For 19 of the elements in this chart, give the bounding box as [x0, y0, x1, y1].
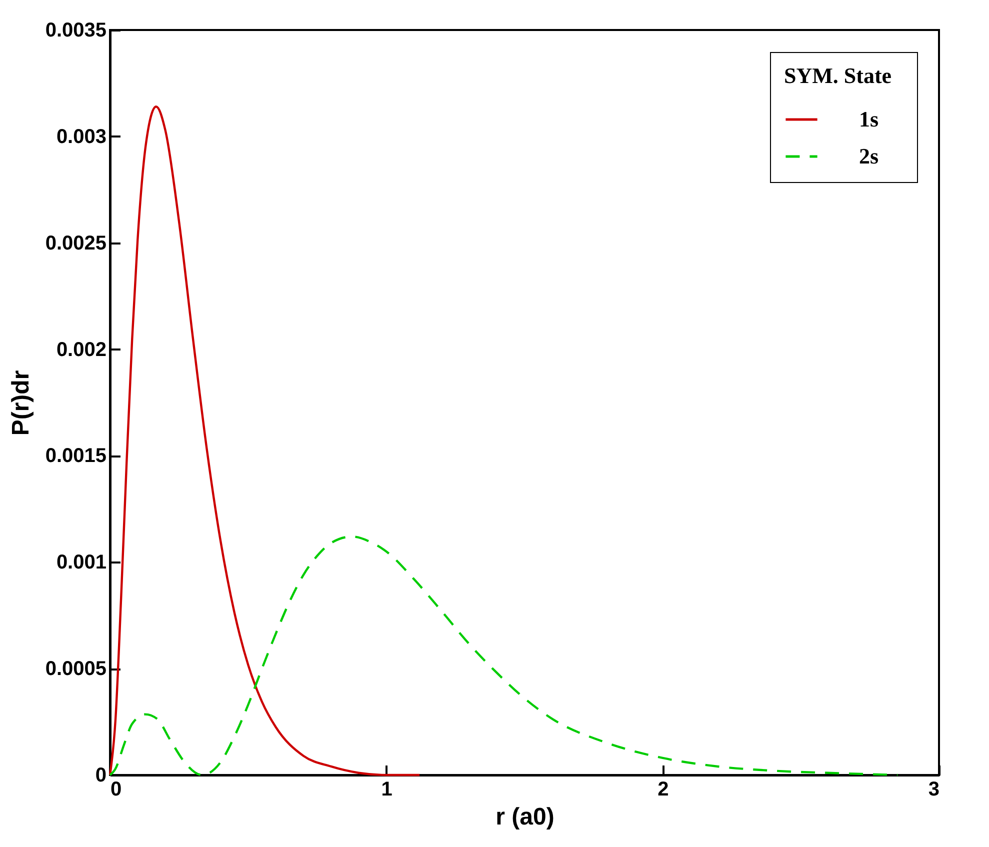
y-tick-label: 0.0005: [45, 658, 106, 680]
y-tick-label: 0.001: [56, 552, 106, 574]
legend-label: 2s: [859, 144, 879, 168]
x-tick-label: 3: [928, 778, 940, 800]
x-tick-label: 0: [110, 778, 122, 800]
y-tick-label: 0.0015: [45, 445, 106, 468]
y-tick-label: 0.002: [56, 338, 106, 361]
y-tick-label: 0.003: [56, 126, 106, 148]
line-series: [108, 536, 899, 776]
y-tick-label: 0: [95, 764, 106, 786]
line-series: [108, 106, 421, 776]
y-tick-label: 0.0025: [45, 232, 106, 254]
x-tick-label: 2: [658, 778, 669, 800]
x-axis-title: r (a0): [496, 804, 554, 830]
x-tick-label: 1: [381, 778, 392, 800]
legend-label: 1s: [859, 106, 879, 132]
legend-title: SYM. State: [784, 63, 892, 88]
y-tick-label: 0.0035: [45, 20, 106, 42]
y-axis-title: P(r)dr: [7, 370, 34, 436]
